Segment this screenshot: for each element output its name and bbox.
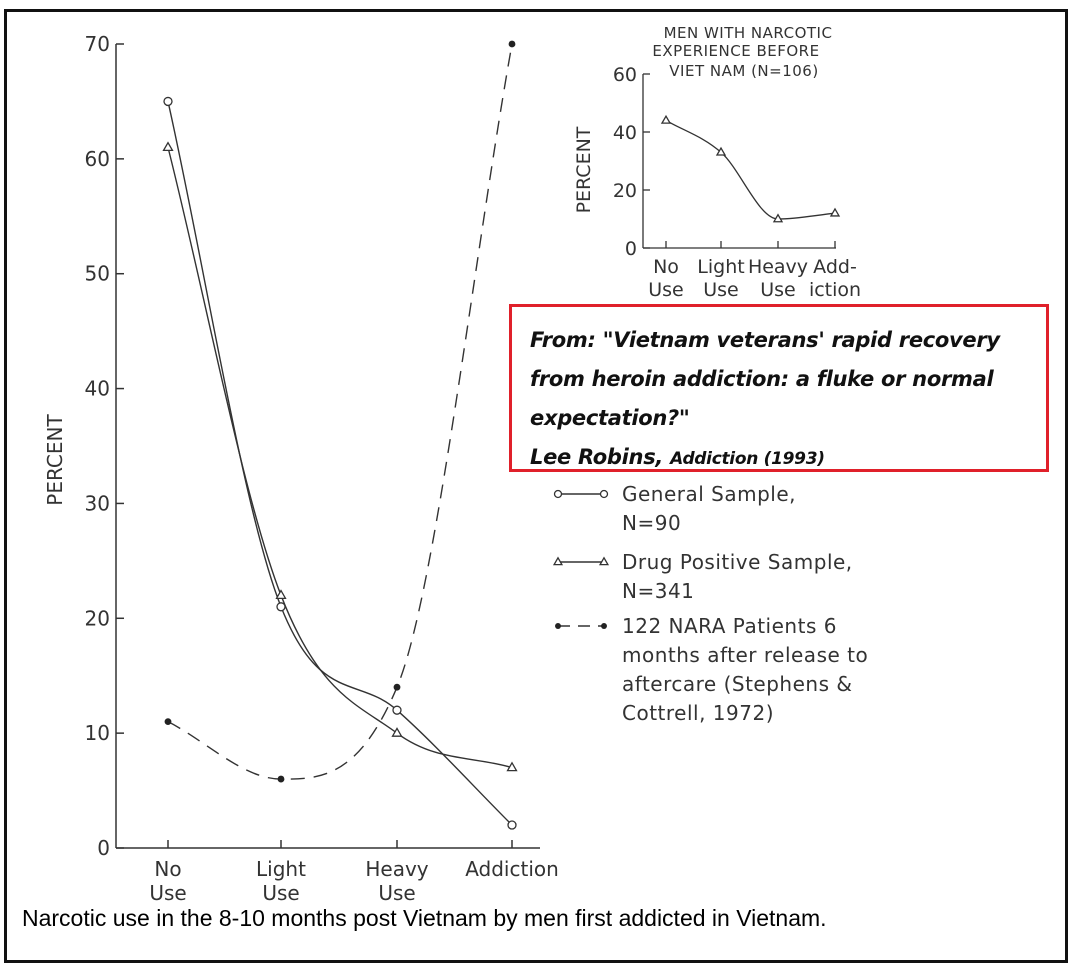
citation-author: Lee Robins, [530, 445, 664, 469]
main-x-tick-label: Use [262, 881, 299, 905]
legend-label: months after release to [622, 643, 868, 667]
main-series-point [392, 705, 402, 715]
inset-chart: MEN WITH NARCOTIC EXPERIENCE BEFORE VIET… [573, 24, 861, 301]
inset-series-line [665, 119, 836, 220]
main-y-tick-label: 0 [97, 836, 110, 860]
main-y-tick-label: 70 [85, 32, 110, 56]
inset-title-line: VIET NAM (N=106) [669, 62, 818, 80]
main-x-tick-label: Use [378, 881, 415, 905]
main-series-point [275, 589, 287, 600]
legend-marker [599, 489, 609, 499]
citation-line: from heroin addiction: a fluke or normal [530, 367, 994, 391]
main-series-line [167, 43, 513, 780]
main-series-point [164, 718, 172, 726]
main-series-point [276, 602, 286, 612]
main-series-point [277, 775, 285, 783]
inset-x-tick-label: No [653, 256, 679, 278]
main-series-point [163, 96, 173, 107]
inset-y-tick-label: 20 [613, 180, 637, 202]
main-series-line [167, 147, 513, 769]
inset-x-tick-label: Use [760, 279, 796, 301]
inset-x-tick-label: iction [809, 279, 861, 301]
inset-x-tick-label: Heavy [748, 256, 808, 278]
main-y-tick-label: 10 [85, 721, 110, 745]
inset-series-point [660, 114, 672, 124]
figure-caption: Narcotic use in the 8-10 months post Vie… [22, 905, 827, 931]
legend: General Sample, N=90 Drug Positive Sample,… [552, 482, 868, 725]
main-y-tick-label: 20 [85, 606, 110, 630]
inset-y-tick-label: 0 [625, 238, 637, 260]
citation-author-line: Lee Robins, Addiction (1993) [530, 438, 1046, 479]
legend-marker [598, 556, 610, 566]
legend-label: N=341 [622, 579, 694, 603]
legend-label: Cottrell, 1972) [622, 701, 774, 725]
citation-line: From: "Vietnam veterans' rapid recovery [530, 328, 1000, 352]
inset-title-line: MEN WITH NARCOTIC [664, 24, 833, 42]
inset-x-tick-label: Add- [813, 256, 857, 278]
main-y-tick-label: 50 [85, 262, 110, 286]
main-series-point [162, 141, 174, 152]
inset-x-tick-label: Use [703, 279, 739, 301]
inset-x-tick-label: Light [697, 256, 744, 278]
inset-y-axis-label: PERCENT [573, 126, 595, 213]
legend-label: N=90 [622, 511, 681, 535]
main-series-point [393, 683, 401, 691]
main-series-point [508, 40, 516, 48]
main-y-axis-label: PERCENT [43, 414, 67, 506]
legend-marker [552, 556, 564, 566]
citation-line: expectation?" [530, 406, 690, 430]
inset-y-tick-label: 40 [613, 122, 637, 144]
legend-marker [555, 623, 561, 629]
inset-series-point [829, 207, 841, 217]
legend-label: 122 NARA Patients 6 [622, 614, 837, 638]
legend-label: Drug Positive Sample, [622, 550, 853, 574]
main-x-tick-label: Use [149, 881, 186, 905]
figure-frame [4, 9, 1068, 963]
legend-label: aftercare (Stephens & [622, 672, 852, 696]
main-series-point [391, 727, 403, 737]
main-x-tick-label: Addiction [465, 857, 559, 881]
main-y-tick-label: 30 [85, 491, 110, 515]
main-x-tick-label: No [154, 857, 181, 881]
main-x-tick-label: Heavy [365, 857, 428, 881]
legend-marker [601, 623, 607, 629]
inset-series-point [772, 213, 784, 223]
main-series-point [507, 820, 517, 830]
legend-marker [553, 489, 563, 499]
inset-series-point [715, 146, 727, 156]
main-y-tick-label: 60 [85, 147, 110, 171]
inset-title-line: EXPERIENCE BEFORE [652, 42, 819, 60]
inset-y-tick-label: 60 [613, 64, 637, 86]
main-x-tick-label: Light [256, 857, 306, 881]
legend-label: General Sample, [622, 482, 796, 506]
main-series-line [167, 101, 513, 826]
main-series-point [506, 761, 518, 772]
main-y-tick-label: 40 [85, 377, 110, 401]
citation-source: Addiction (1993) [670, 449, 825, 469]
citation-box: From: "Vietnam veterans' rapid recovery … [509, 304, 1049, 472]
inset-x-tick-label: Use [648, 279, 684, 301]
